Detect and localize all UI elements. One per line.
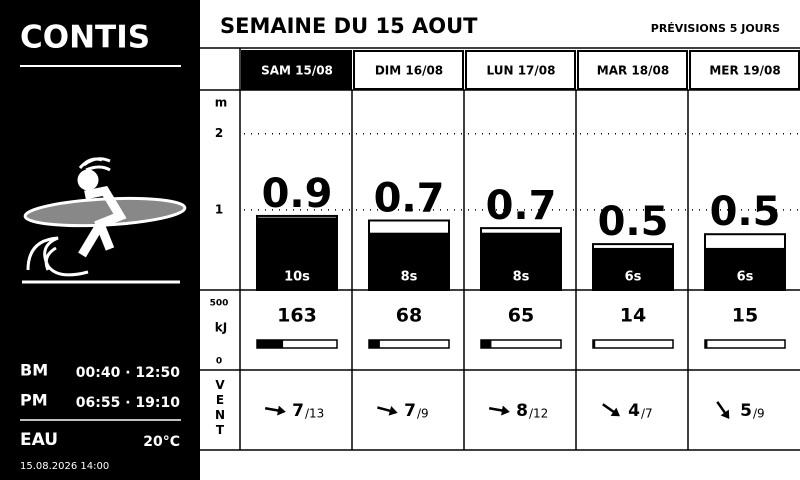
energy-tick-label: 0: [216, 357, 222, 367]
height-value: 0.5: [598, 199, 669, 245]
wind-arrow: [602, 403, 621, 417]
height-value: 0.7: [486, 183, 557, 229]
energy-bar: [593, 340, 596, 348]
height-value: 0.5: [710, 189, 781, 235]
arrow-head: [720, 409, 730, 420]
arrow-head: [610, 407, 621, 417]
day-tab: [577, 50, 688, 90]
height-bar: [257, 217, 337, 290]
wind-speed: 5: [740, 401, 752, 421]
wind-arrow: [377, 405, 398, 416]
water-temp: 20°C: [143, 434, 180, 450]
wind-arrow: [488, 405, 510, 416]
period: 6s: [625, 270, 642, 285]
wind-gust: /9: [753, 407, 765, 421]
day-label: MER 19/08: [709, 64, 780, 78]
side-panel: [0, 0, 200, 480]
energy-value: 163: [277, 305, 317, 327]
location: CONTIS: [20, 20, 150, 56]
height-bar: [705, 247, 785, 290]
arrow-head: [501, 405, 510, 416]
title: SEMAINE DU 15 AOUT: [220, 14, 478, 38]
period: 6s: [737, 270, 754, 285]
period: 10s: [284, 270, 310, 285]
arrow-head: [277, 405, 286, 416]
energy-track: [480, 339, 562, 349]
wind-speed: 7: [404, 401, 416, 421]
energy-bar: [369, 340, 380, 348]
day-tab: [465, 50, 576, 90]
height-bar: [481, 232, 561, 290]
water-label: EAU: [20, 430, 58, 450]
day-label: LUN 17/08: [487, 64, 556, 78]
energy-unit: kJ: [215, 321, 227, 335]
height-value: 0.7: [374, 176, 445, 222]
energy-tick-label: 500: [210, 299, 229, 309]
day-tab-selected: [241, 50, 352, 90]
day-label: MAR 18/08: [597, 64, 669, 78]
day-label: DIM 16/08: [375, 64, 443, 78]
wind-gust: /13: [305, 407, 324, 421]
wind-arrow: [264, 405, 286, 416]
wind-gust: /7: [641, 407, 653, 421]
energy-track: [592, 339, 674, 349]
energy-bar: [257, 340, 284, 348]
energy-value: 68: [396, 305, 422, 327]
energy-value: 15: [732, 305, 758, 327]
wind-speed: 8: [516, 401, 528, 421]
tide-label: PM: [20, 391, 48, 410]
energy-value: 14: [620, 305, 646, 327]
wind-speed: 7: [292, 401, 304, 421]
tide-label: BM: [20, 361, 48, 380]
day-tab: [353, 50, 464, 90]
arrow-head: [388, 405, 398, 416]
wind-gust: /9: [417, 407, 429, 421]
period: 8s: [401, 270, 418, 285]
energy-track: [704, 339, 786, 349]
height-tick-label: 1: [215, 202, 223, 216]
updated: 15.08.2026 14:00: [20, 461, 109, 472]
height-bar: [369, 232, 449, 290]
surfer-illustration: [22, 157, 187, 284]
tide-times: 06:55 · 19:10: [76, 395, 180, 411]
day-tab: [689, 50, 800, 90]
wind-arrow: [716, 401, 730, 420]
subtitle: PRÉVISIONS 5 JOURS: [651, 22, 780, 35]
day-label: SAM 15/08: [261, 64, 333, 78]
wind-speed: 4: [628, 401, 640, 421]
energy-bar: [705, 340, 708, 348]
energy-track: [368, 339, 450, 349]
energy-bar: [481, 340, 492, 348]
height-unit: m: [215, 96, 228, 110]
period: 8s: [513, 270, 530, 285]
height-bar: [593, 247, 673, 290]
energy-value: 65: [508, 305, 534, 327]
height-tick-label: 2: [215, 126, 223, 140]
tide-times: 00:40 · 12:50: [76, 365, 180, 381]
height-value: 0.9: [262, 171, 333, 217]
wind-gust: /12: [529, 407, 548, 421]
wind-label: VENT: [214, 378, 226, 437]
